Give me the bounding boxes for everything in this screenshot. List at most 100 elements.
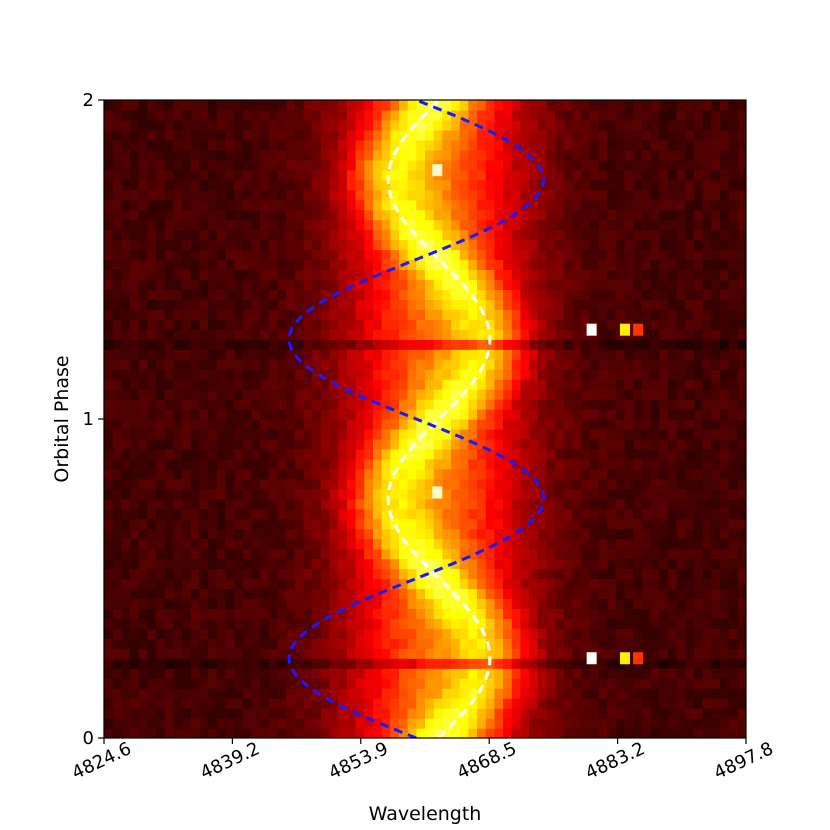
heatmap-cell bbox=[346, 389, 357, 400]
heatmap-cell bbox=[208, 508, 218, 520]
heatmap-cell bbox=[685, 538, 695, 550]
heatmap-cell bbox=[338, 588, 348, 600]
heatmap-cell bbox=[615, 518, 626, 530]
heatmap-cell bbox=[130, 319, 140, 330]
heatmap-cell bbox=[147, 129, 157, 141]
heatmap-cell bbox=[104, 548, 114, 560]
heatmap-cell bbox=[372, 149, 383, 161]
heatmap-cell bbox=[338, 438, 348, 450]
heatmap-cell bbox=[607, 658, 617, 669]
heatmap-cell bbox=[294, 129, 305, 141]
heatmap-cell bbox=[407, 159, 417, 171]
heatmap-cell bbox=[320, 658, 331, 669]
heatmap-cell bbox=[685, 219, 695, 231]
heatmap-cell bbox=[598, 369, 608, 380]
heatmap-cell bbox=[607, 468, 617, 480]
heatmap-cell bbox=[537, 668, 548, 679]
heatmap-cell bbox=[216, 259, 227, 271]
heatmap-cell bbox=[320, 239, 331, 251]
heatmap-cell bbox=[234, 538, 244, 550]
heatmap-cell bbox=[711, 100, 721, 111]
heatmap-cell bbox=[225, 568, 235, 580]
heatmap-cell bbox=[529, 109, 539, 121]
heatmap-cell bbox=[234, 668, 244, 679]
heatmap-cell bbox=[693, 428, 704, 440]
heatmap-cell bbox=[364, 219, 374, 231]
heatmap-cell bbox=[555, 129, 565, 141]
heatmap-cell bbox=[112, 379, 122, 390]
heatmap-cell bbox=[737, 598, 746, 610]
heatmap-cell bbox=[520, 169, 530, 181]
heatmap-cell bbox=[286, 568, 296, 580]
heatmap-cell bbox=[216, 598, 227, 610]
heatmap-cell bbox=[147, 269, 157, 281]
heatmap-cell bbox=[251, 100, 261, 111]
heatmap-cell bbox=[685, 448, 695, 460]
heatmap-cell bbox=[451, 369, 461, 380]
heatmap-cell bbox=[650, 169, 660, 181]
heatmap-cell bbox=[581, 688, 591, 699]
heatmap-cell bbox=[190, 598, 201, 610]
heatmap-cell bbox=[433, 229, 443, 241]
heatmap-cell bbox=[147, 648, 157, 659]
heatmap-cell bbox=[459, 169, 469, 181]
heatmap-cell bbox=[199, 349, 209, 360]
heatmap-cell bbox=[234, 309, 244, 320]
heatmap-cell bbox=[537, 508, 548, 520]
heatmap-cell bbox=[633, 628, 643, 639]
heatmap-cell bbox=[529, 259, 539, 271]
heatmap-cell bbox=[416, 568, 426, 580]
heatmap-cell bbox=[572, 219, 582, 231]
heatmap-cell bbox=[225, 498, 235, 510]
heatmap-cell bbox=[485, 329, 496, 340]
heatmap-cell bbox=[260, 229, 270, 241]
heatmap-cell bbox=[477, 548, 487, 560]
heatmap-cell bbox=[199, 648, 209, 659]
heatmap-cell bbox=[268, 478, 279, 490]
heatmap-cell bbox=[173, 458, 183, 470]
heatmap-cell bbox=[216, 179, 227, 191]
heatmap-cell bbox=[372, 359, 383, 370]
heatmap-cell bbox=[130, 379, 140, 390]
heatmap-cell bbox=[615, 428, 626, 440]
heatmap-cell bbox=[685, 419, 695, 430]
heatmap-cell bbox=[164, 518, 175, 530]
heatmap-cell bbox=[251, 668, 261, 679]
heatmap-cell bbox=[303, 399, 313, 410]
heatmap-cell bbox=[563, 179, 574, 191]
heatmap-cell bbox=[164, 179, 175, 191]
heatmap-cell bbox=[208, 658, 218, 669]
heatmap-cell bbox=[130, 100, 140, 111]
heatmap-cell bbox=[555, 708, 565, 719]
heatmap-cell bbox=[425, 568, 435, 580]
heatmap-cell bbox=[442, 369, 452, 380]
heatmap-cell bbox=[477, 448, 487, 460]
heatmap-cell bbox=[407, 279, 417, 291]
heatmap-cell bbox=[711, 369, 721, 380]
heatmap-cell bbox=[659, 718, 669, 729]
heatmap-cell bbox=[329, 199, 339, 211]
heatmap-cell bbox=[320, 259, 331, 271]
heatmap-cell bbox=[346, 269, 357, 281]
heatmap-cell bbox=[242, 209, 253, 221]
heatmap-cell bbox=[520, 189, 530, 201]
heatmap-cell bbox=[147, 448, 157, 460]
heatmap-cell bbox=[190, 189, 201, 201]
heatmap-cell bbox=[511, 558, 522, 570]
heatmap-cell bbox=[355, 259, 365, 271]
heatmap-cell bbox=[355, 139, 365, 151]
heatmap-cell bbox=[633, 578, 643, 590]
heatmap-cell bbox=[633, 299, 643, 310]
heatmap-cell bbox=[581, 409, 591, 420]
heatmap-cell bbox=[711, 159, 721, 171]
heatmap-cell bbox=[468, 498, 478, 510]
heatmap-cell bbox=[329, 209, 339, 221]
heatmap-cell bbox=[130, 588, 140, 600]
heatmap-cell bbox=[581, 199, 591, 211]
heatmap-cell bbox=[104, 389, 114, 400]
heatmap-cell bbox=[277, 219, 287, 231]
heatmap-cell bbox=[182, 279, 192, 291]
heatmap-cell bbox=[451, 169, 461, 181]
heatmap-cell bbox=[468, 419, 478, 430]
heatmap-cell bbox=[667, 329, 678, 340]
